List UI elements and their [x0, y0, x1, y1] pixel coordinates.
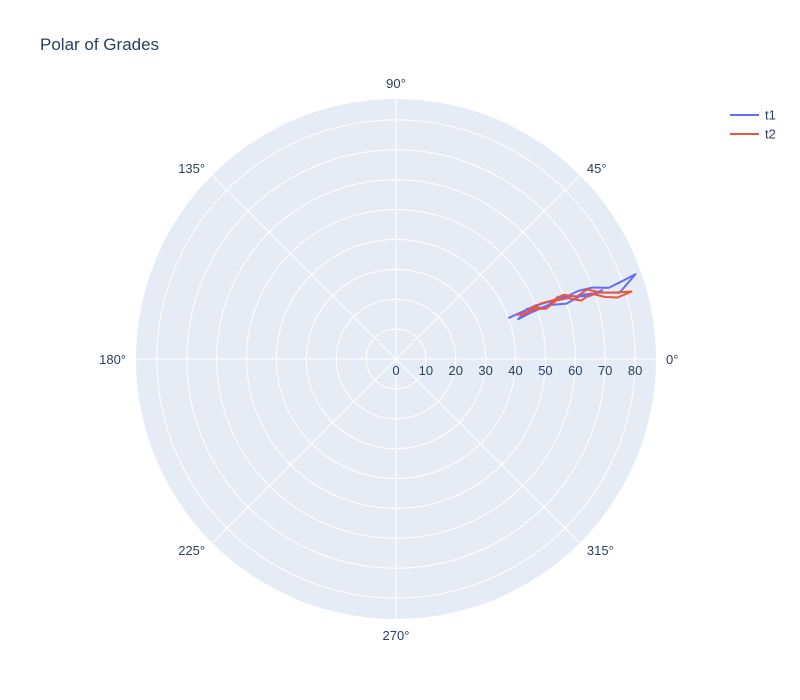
angular-gridline [211, 174, 397, 360]
angular-tick-label: 270° [383, 628, 410, 643]
chart-title: Polar of Grades [40, 35, 159, 54]
angular-tick-labels: 0° 45° 90° 135° 180° 225° 270° 315° [99, 76, 678, 643]
angular-tick-label: 180° [99, 352, 126, 367]
radial-tick-labels: 0 10 20 30 40 50 60 70 80 [392, 363, 642, 378]
legend-label-t1: t1 [765, 108, 776, 123]
radial-tick-label: 50 [538, 363, 552, 378]
radial-tick-label: 0 [392, 363, 399, 378]
angular-tick-label: 45° [587, 161, 607, 176]
angular-tick-label: 90° [386, 76, 406, 91]
radial-tick-label: 80 [628, 363, 642, 378]
angular-tick-label: 135° [178, 161, 205, 176]
legend-label-t2: t2 [765, 127, 776, 142]
radial-tick-label: 40 [508, 363, 522, 378]
radial-tick-label: 10 [419, 363, 433, 378]
angular-gridline [395, 174, 581, 360]
radial-tick-label: 60 [568, 363, 582, 378]
series-line-t2 [516, 288, 633, 317]
angular-tick-label: 315° [587, 543, 614, 558]
radial-tick-label: 20 [449, 363, 463, 378]
angular-gridlines [136, 99, 656, 619]
radial-tick-label: 70 [598, 363, 612, 378]
angular-gridline [395, 358, 581, 544]
angular-tick-label: 0° [666, 352, 678, 367]
series-lines [507, 273, 637, 321]
angular-gridline [211, 358, 397, 544]
angular-tick-label: 225° [178, 543, 205, 558]
radial-tick-label: 30 [478, 363, 492, 378]
